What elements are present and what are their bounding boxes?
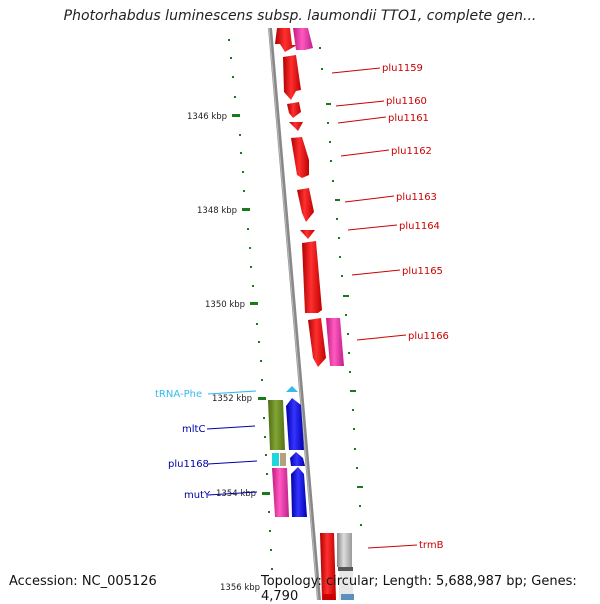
tick-label: 1356 kbp: [220, 583, 260, 593]
gene-arrow[interactable]: [297, 188, 314, 222]
gene-arrow[interactable]: [286, 398, 304, 450]
map-title: Photorhabdus luminescens subsp. laumondi…: [63, 8, 537, 24]
genome-backbone: [268, 27, 321, 600]
gene-arrow[interactable]: [326, 318, 344, 366]
gene-arrow[interactable]: [320, 533, 336, 600]
tick-label: 1354 kbp: [216, 489, 256, 499]
gene-block-lower: [268, 398, 307, 517]
gene-arrow[interactable]: [337, 533, 352, 567]
gene-arrow[interactable]: [308, 318, 326, 367]
gene-arrow[interactable]: [293, 28, 313, 50]
gene-arrow[interactable]: [272, 468, 289, 517]
gene-arrow[interactable]: [338, 567, 353, 571]
gene-arrow[interactable]: [339, 571, 353, 600]
gene-label-plu1164[interactable]: plu1164: [399, 221, 440, 232]
gene-arrow[interactable]: [272, 453, 279, 466]
gene-label-plu1159[interactable]: plu1159: [382, 63, 423, 74]
gene-arrow[interactable]: [300, 230, 315, 239]
gene-label-mltC[interactable]: mltC: [182, 424, 205, 435]
gene-arrow[interactable]: [289, 122, 303, 131]
gene-arrow[interactable]: [268, 400, 285, 450]
gene-arrow[interactable]: [283, 55, 301, 100]
gene-arrow[interactable]: [291, 467, 307, 517]
gene-arrow[interactable]: [291, 137, 309, 178]
gene-arrow[interactable]: [287, 102, 301, 118]
gene-label-mutY[interactable]: mutY: [184, 490, 211, 501]
gene-arrow[interactable]: [302, 241, 322, 313]
gene-arrow[interactable]: [275, 28, 297, 52]
leader-trna: [207, 390, 257, 395]
gene-label-plu1168[interactable]: plu1168: [168, 459, 209, 470]
tick-label: 1350 kbp: [205, 300, 245, 310]
gene-label-plu1165[interactable]: plu1165: [402, 266, 443, 277]
gene-arrow[interactable]: [280, 453, 286, 466]
tick-label: 1346 kbp: [187, 112, 227, 122]
leader-mutY: [207, 491, 258, 496]
gene-label-plu1160[interactable]: plu1160: [386, 96, 427, 107]
leader-plu1168: [207, 460, 258, 465]
gene-arrow[interactable]: [290, 452, 305, 466]
gene-label-trmB[interactable]: trmB: [419, 540, 444, 551]
left-axis-ticks: [232, 114, 270, 495]
left-axis-dots: [228, 39, 273, 570]
gene-arrow[interactable]: [323, 594, 335, 600]
right-axis-dots: [319, 47, 363, 526]
gene-block-upper: [275, 28, 344, 367]
gene-label-plu1166[interactable]: plu1166: [408, 331, 449, 342]
trna-arrow[interactable]: [286, 386, 298, 392]
tick-label: 1348 kbp: [197, 206, 237, 216]
gene-label-plu1162[interactable]: plu1162: [391, 146, 432, 157]
leader-mltC: [206, 425, 256, 430]
genome-backbone-highlight: [268, 27, 319, 600]
tick-label: 1352 kbp: [212, 394, 252, 404]
gene-label-plu1161[interactable]: plu1161: [388, 113, 429, 124]
accession-text: Accession: NC_005126: [9, 574, 157, 589]
gene-label-plu1163[interactable]: plu1163: [396, 192, 437, 203]
gene-block-bottom: [320, 533, 354, 600]
right-leaders: [331, 67, 418, 549]
gene-label-tRNA-Phe[interactable]: tRNA-Phe: [155, 389, 202, 400]
gene-arrow[interactable]: [341, 594, 354, 600]
